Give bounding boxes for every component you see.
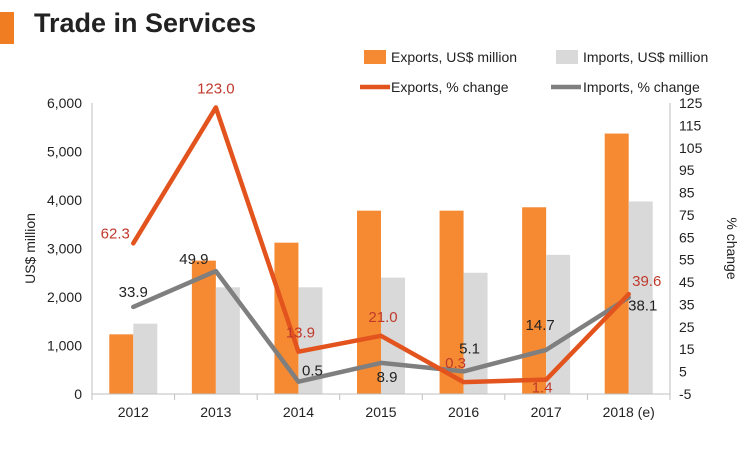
x-tick-label: 2017 bbox=[531, 404, 562, 420]
exports-change-label: 1.4 bbox=[532, 380, 553, 397]
y-left-tick-label: 6,000 bbox=[47, 95, 82, 111]
imports-change-label: 8.9 bbox=[377, 369, 398, 386]
bar-imports-4 bbox=[463, 272, 488, 394]
y-right-tick-label: -5 bbox=[679, 386, 692, 402]
bar-imports-5 bbox=[546, 254, 571, 394]
x-tick-label: 2013 bbox=[200, 404, 231, 420]
bar-imports-1 bbox=[215, 287, 240, 394]
y-right-tick-label: 125 bbox=[679, 95, 703, 111]
bar-exports-1 bbox=[191, 260, 216, 394]
y-right-tick-label: 65 bbox=[679, 229, 695, 245]
imports-change-line bbox=[131, 268, 631, 384]
exports-change-label: 21.0 bbox=[368, 309, 397, 326]
legend-imports-bar-label: Imports, US$ million bbox=[583, 49, 708, 65]
exports-change-label: 13.9 bbox=[286, 325, 315, 342]
y-right-tick-label: 25 bbox=[679, 319, 695, 335]
y-left-tick-label: 5,000 bbox=[47, 144, 82, 160]
bar-exports-5 bbox=[522, 207, 547, 394]
exports-change-line bbox=[131, 105, 631, 385]
exports-change-label: 62.3 bbox=[101, 225, 130, 242]
y-left-tick-label: 2,000 bbox=[47, 289, 82, 305]
bar-exports-4 bbox=[439, 210, 464, 394]
legend-exports-bar-swatch bbox=[364, 50, 386, 64]
x-tick-label: 2018 (e) bbox=[603, 404, 655, 420]
y-right-tick-label: 85 bbox=[679, 185, 695, 201]
y-left-tick-label: 4,000 bbox=[47, 192, 82, 208]
y-right-tick-label: 105 bbox=[679, 140, 703, 156]
imports-change-label: 33.9 bbox=[119, 284, 148, 301]
x-tick-label: 2016 bbox=[448, 404, 479, 420]
legend-exports-bar-label: Exports, US$ million bbox=[391, 49, 517, 65]
bar-imports-0 bbox=[133, 323, 158, 394]
y-left-tick-label: 0 bbox=[74, 386, 82, 402]
y-right-tick-label: 55 bbox=[679, 252, 695, 268]
exports-change-label: 39.6 bbox=[632, 273, 661, 290]
exports-change-label: 0.3 bbox=[445, 355, 466, 372]
y-right-tick-label: 5 bbox=[679, 364, 687, 380]
x-tick-label: 2015 bbox=[365, 404, 396, 420]
legend-imports-line-label: Imports, % change bbox=[583, 79, 700, 95]
imports-change-label: 0.5 bbox=[302, 363, 323, 380]
bar-exports-6 bbox=[604, 133, 629, 394]
x-tick-label: 2012 bbox=[118, 404, 149, 420]
legend-exports-line-label: Exports, % change bbox=[391, 79, 509, 95]
y-right-tick-label: 75 bbox=[679, 207, 695, 223]
x-tick-label: 2014 bbox=[283, 404, 314, 420]
chart-title: Trade in Services bbox=[34, 8, 257, 38]
bar-imports-6 bbox=[628, 201, 653, 394]
y-right-tick-label: 15 bbox=[679, 341, 695, 357]
imports-change-label: 5.1 bbox=[459, 340, 480, 357]
y-left-axis-title: US$ million bbox=[22, 213, 38, 284]
imports-change-label: 14.7 bbox=[526, 317, 555, 334]
y-left-tick-label: 1,000 bbox=[47, 338, 82, 354]
bar-exports-0 bbox=[109, 334, 134, 394]
title-accent-bar bbox=[0, 12, 14, 44]
legend-imports-bar-swatch bbox=[556, 50, 578, 64]
y-right-axis-title: % change bbox=[724, 217, 740, 279]
exports-change-label: 123.0 bbox=[197, 80, 235, 97]
imports-change-label: 38.1 bbox=[628, 298, 657, 315]
y-right-tick-label: 35 bbox=[679, 296, 695, 312]
y-right-tick-label: 95 bbox=[679, 162, 695, 178]
y-right-tick-label: 45 bbox=[679, 274, 695, 290]
y-right-tick-label: 115 bbox=[679, 117, 702, 133]
imports-change-label: 49.9 bbox=[179, 251, 208, 268]
y-left-tick-label: 3,000 bbox=[47, 241, 82, 257]
